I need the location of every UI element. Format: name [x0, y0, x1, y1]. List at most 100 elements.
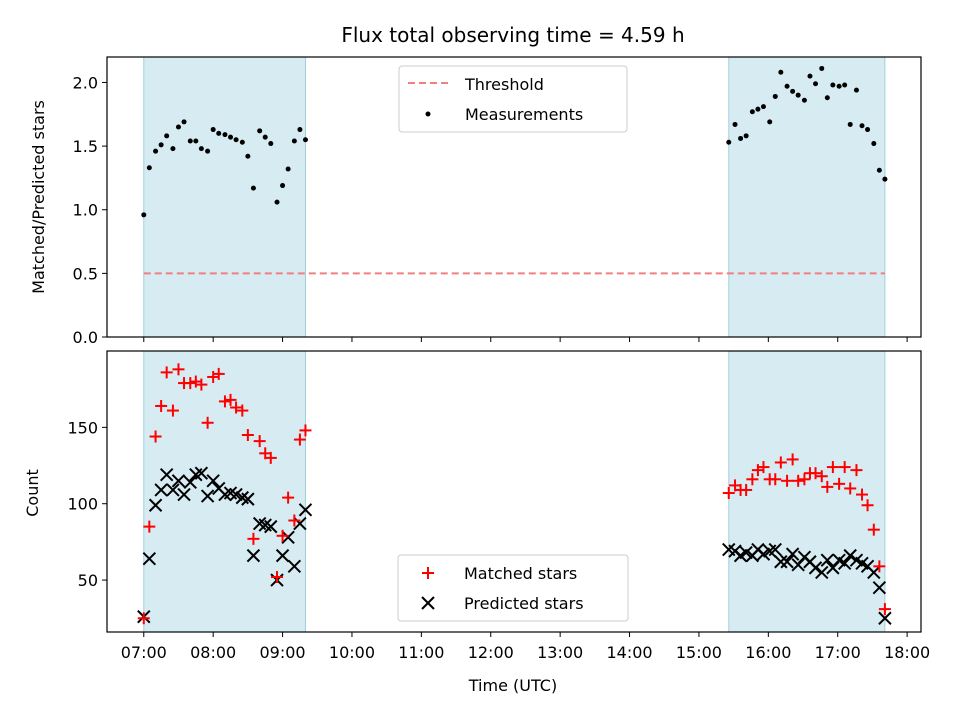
measurement-point	[726, 139, 732, 145]
measurement-point	[732, 121, 738, 127]
x-tick-label: 14:00	[606, 643, 652, 662]
measurement-point	[743, 133, 749, 139]
x-tick-label: 11:00	[398, 643, 444, 662]
bottom-y-axis-label: Count	[23, 469, 42, 517]
bottom-y-tick-label: 100	[67, 495, 98, 514]
matched-star-point	[212, 367, 225, 380]
predicted-star-point	[808, 561, 823, 575]
top-plot-frame	[106, 56, 922, 338]
predicted-marker-stroke	[223, 486, 238, 500]
measurement-point	[790, 88, 796, 94]
predicted-star-point	[177, 487, 191, 502]
predicted-marker-stroke	[837, 556, 852, 570]
predicted-star-point	[872, 581, 887, 595]
matched-star-point	[143, 520, 156, 533]
x-tick-label: 08:00	[190, 643, 236, 662]
predicted-star-point	[281, 530, 295, 545]
measurement-point	[871, 141, 877, 147]
predicted-marker-stroke	[774, 555, 788, 569]
measurement-point	[181, 119, 187, 125]
predicted-marker-stroke	[246, 548, 261, 563]
x-tick-label: 07:00	[121, 643, 167, 662]
measurement-point	[250, 185, 256, 191]
matched-star-point	[195, 378, 208, 391]
matched-star-point	[861, 499, 874, 512]
measurement-point	[801, 97, 807, 103]
matched-star-point	[172, 363, 185, 376]
matched-star-point	[826, 461, 839, 474]
matched-star-point	[792, 474, 805, 487]
measurement-point	[198, 146, 204, 152]
measurement-point	[824, 95, 830, 101]
matched-star-point	[821, 480, 834, 493]
matched-star-point	[201, 416, 214, 429]
predicted-star-point	[241, 492, 255, 506]
predicted-star-point	[183, 475, 197, 490]
predicted-star-point	[768, 542, 782, 557]
predicted-star-point	[206, 474, 220, 488]
predicted-marker-stroke	[808, 561, 823, 575]
predicted-marker-stroke	[159, 467, 174, 482]
predicted-marker-stroke	[849, 553, 864, 567]
predicted-marker-stroke	[252, 516, 267, 531]
predicted-marker-stroke	[258, 518, 272, 532]
predicted-marker-stroke	[235, 490, 250, 505]
matched-star-point	[740, 483, 753, 496]
measurement-point	[158, 142, 164, 148]
predicted-marker-stroke	[166, 483, 180, 497]
measurement-point	[274, 199, 280, 205]
x-tick-label: 09:00	[260, 643, 306, 662]
predicted-marker-stroke	[177, 487, 191, 502]
measurement-point	[760, 104, 766, 110]
matched-star-point	[781, 474, 794, 487]
predicted-star-point	[200, 489, 215, 503]
top-y-tick-label: 0.0	[73, 328, 98, 347]
top-y-axis-label: Matched/Predicted stars	[29, 100, 48, 294]
predicted-marker-stroke	[843, 548, 857, 563]
measurement-point	[842, 82, 848, 88]
predicted-marker-stroke	[264, 519, 278, 534]
measurement-point	[807, 73, 813, 79]
predicted-star-point	[867, 565, 881, 580]
bottom-legend: Matched stars Predicted stars	[397, 554, 629, 622]
predicted-marker-stroke	[832, 553, 846, 567]
predicted-marker-stroke	[855, 556, 869, 570]
predicted-star-point	[275, 548, 290, 563]
predicted-marker-stroke	[820, 553, 835, 567]
predicted-star-point	[774, 555, 788, 569]
predicted-marker-stroke	[768, 542, 782, 557]
predicted-marker-stroke	[293, 516, 307, 531]
measurement-point	[239, 139, 245, 145]
measurement-point	[853, 87, 859, 93]
predicted-star-point	[159, 467, 174, 482]
matched-star-point	[838, 461, 851, 474]
predicted-marker-stroke	[241, 492, 255, 506]
predicted-star-point	[780, 555, 794, 569]
predicted-star-point	[194, 466, 209, 480]
matched-star-point	[166, 404, 179, 417]
measurement-point	[193, 138, 199, 144]
predicted-star-point	[785, 547, 800, 561]
measurement-point	[738, 135, 744, 141]
measurement-point	[819, 65, 825, 71]
matched-star-point	[247, 532, 260, 545]
measurement-point	[749, 109, 755, 115]
matched-star-point	[844, 482, 857, 495]
predicted-star-point	[171, 474, 186, 488]
matched-star-point	[184, 377, 197, 390]
legend-predicted-marker	[421, 596, 435, 610]
measurement-point	[141, 212, 147, 218]
measurement-point	[205, 148, 211, 154]
measurement-point	[847, 121, 853, 127]
predicted-marker-stroke	[287, 559, 302, 574]
matched-star-point	[224, 393, 237, 406]
matched-star-point	[149, 430, 162, 443]
measurement-point	[767, 119, 773, 125]
measurement-point	[830, 82, 836, 88]
matched-star-point	[218, 395, 231, 408]
predicted-marker-stroke	[200, 489, 215, 503]
x-axis-label: Time (UTC)	[468, 676, 557, 695]
top-y-tick-label: 1.5	[73, 137, 98, 156]
matched-star-point	[241, 428, 254, 441]
